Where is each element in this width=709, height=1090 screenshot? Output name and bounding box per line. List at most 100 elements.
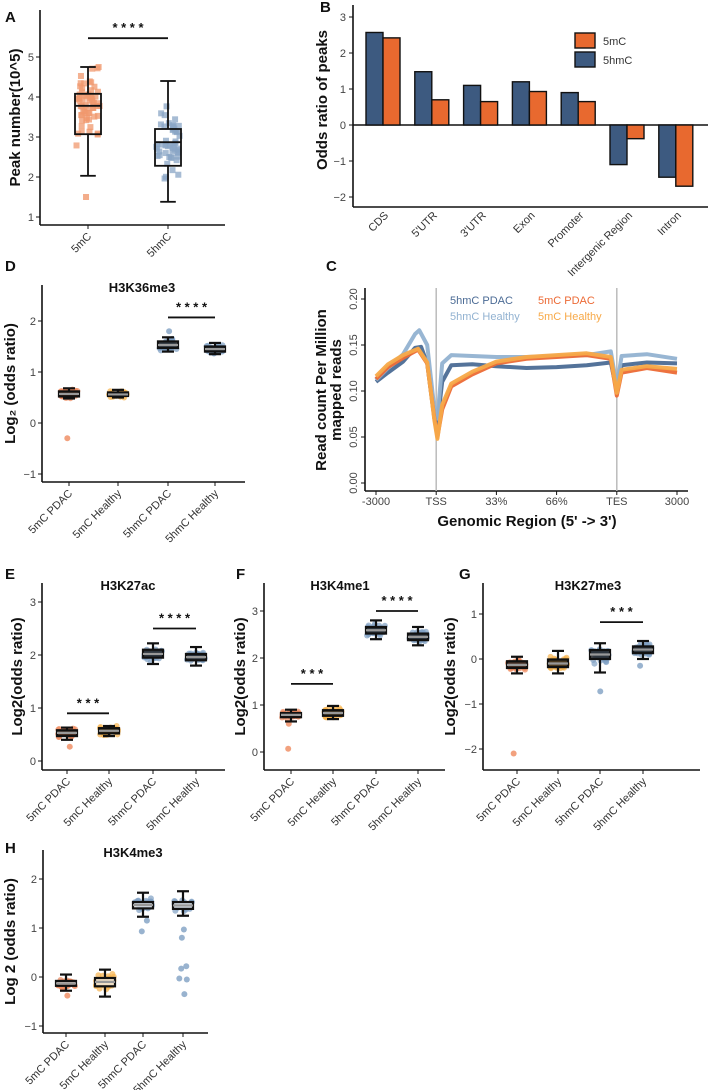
y-tick-label: 2 bbox=[252, 653, 258, 665]
data-point bbox=[85, 110, 92, 117]
data-point bbox=[83, 115, 90, 122]
y-axis-title: Log2(odds ratio) bbox=[232, 617, 249, 735]
significance-stars: * * * bbox=[77, 695, 100, 710]
y-axis-title: Log2(odds ratio) bbox=[9, 617, 26, 735]
y-tick-label: 1 bbox=[31, 923, 37, 935]
y-axis-title: Peak number(10^5) bbox=[7, 49, 24, 187]
y-tick-label: 3 bbox=[30, 597, 36, 609]
data-point bbox=[82, 110, 89, 117]
data-point bbox=[76, 94, 83, 101]
data-point bbox=[89, 65, 96, 72]
x-tick-label: Exon bbox=[511, 210, 537, 236]
bar-5hmC bbox=[560, 91, 579, 126]
data-point bbox=[90, 104, 97, 111]
data-point bbox=[92, 93, 99, 100]
x-tick-label: 5mC PDAC bbox=[26, 488, 75, 537]
data-point bbox=[91, 83, 98, 90]
bar-5hmC bbox=[658, 124, 677, 178]
outlier-point bbox=[178, 965, 185, 972]
panel-label: G bbox=[459, 566, 471, 583]
y-tick-label: 0 bbox=[30, 418, 36, 430]
legend-swatch bbox=[574, 51, 596, 68]
outlier-point bbox=[637, 662, 644, 669]
data-point bbox=[94, 88, 101, 95]
outlier-point bbox=[64, 992, 71, 999]
y-tick-label: 3 bbox=[28, 132, 34, 144]
data-point bbox=[78, 123, 85, 130]
outlier-point bbox=[178, 934, 185, 941]
legend-label: 5hmC bbox=[603, 55, 632, 67]
y-tick-label: 1 bbox=[471, 609, 477, 621]
legend-label: 5mC bbox=[603, 36, 626, 48]
outlier-point bbox=[143, 917, 150, 924]
panel-label: D bbox=[5, 258, 16, 275]
data-point bbox=[81, 92, 88, 99]
x-tick-label: 5'UTR bbox=[410, 210, 440, 240]
data-point bbox=[161, 123, 168, 130]
x-tick-label: 5hmC bbox=[145, 231, 174, 260]
y-tick-label: −1 bbox=[24, 1021, 37, 1033]
data-point bbox=[73, 142, 80, 149]
data-point bbox=[81, 80, 88, 87]
bar-5hmC bbox=[609, 124, 628, 166]
significance-stars: * * * bbox=[301, 666, 324, 681]
panel-label: E bbox=[5, 566, 15, 583]
y-tick-label: 3 bbox=[252, 606, 258, 618]
y-tick-label: −1 bbox=[464, 699, 477, 711]
y-axis-title: Odds ratio of peaks bbox=[314, 30, 331, 170]
data-point bbox=[154, 141, 161, 148]
y-tick-label: 0 bbox=[340, 120, 346, 132]
x-tick-label: Promoter bbox=[546, 209, 587, 250]
data-point bbox=[154, 153, 161, 160]
data-point bbox=[164, 143, 171, 150]
y-tick-label: 2 bbox=[340, 48, 346, 60]
data-point bbox=[78, 111, 85, 118]
y-tick-label: 1 bbox=[252, 700, 258, 712]
y-tick-label: 0 bbox=[252, 747, 258, 759]
panel-title: H3K27me3 bbox=[555, 578, 622, 593]
y-tick-label: 0.00 bbox=[348, 472, 360, 493]
data-point bbox=[175, 147, 182, 154]
y-tick-label: 0.15 bbox=[348, 334, 360, 355]
outlier-point bbox=[180, 926, 187, 933]
box bbox=[74, 92, 102, 136]
y-tick-label: 0.20 bbox=[348, 288, 360, 309]
x-tick-label: 3000 bbox=[665, 496, 689, 508]
legend-label: 5mC PDAC bbox=[538, 295, 595, 307]
y-tick-label: 0 bbox=[31, 972, 37, 984]
outlier-point bbox=[83, 194, 90, 200]
outlier-point bbox=[181, 991, 188, 998]
outlier-point bbox=[64, 435, 71, 442]
data-point bbox=[77, 80, 84, 87]
x-tick-label: -3000 bbox=[362, 496, 390, 508]
y-tick-label: 0.10 bbox=[348, 380, 360, 401]
bar-5mC bbox=[626, 124, 645, 140]
panel-title: H3K27ac bbox=[101, 578, 156, 593]
data-point bbox=[94, 112, 101, 119]
significance-stars: * * * * bbox=[381, 593, 413, 608]
x-tick-label: TES bbox=[606, 496, 627, 508]
data-point bbox=[161, 175, 168, 182]
series-line-5hmC-Healthy bbox=[374, 328, 678, 421]
data-point bbox=[172, 116, 179, 123]
data-point bbox=[86, 128, 93, 135]
data-point bbox=[91, 113, 98, 120]
panel-title: H3K4me1 bbox=[310, 578, 369, 593]
data-point bbox=[176, 132, 183, 139]
data-point bbox=[88, 87, 95, 94]
bar-5mC bbox=[577, 100, 596, 126]
data-point bbox=[79, 85, 86, 92]
y-tick-label: 1 bbox=[340, 84, 346, 96]
data-point bbox=[163, 103, 170, 110]
data-point bbox=[87, 124, 94, 131]
box bbox=[154, 128, 182, 167]
series-line-5mC-Healthy bbox=[374, 346, 678, 441]
data-point bbox=[164, 160, 171, 167]
data-point bbox=[78, 128, 85, 135]
significance-stars: * * * * bbox=[112, 20, 144, 35]
y-tick-label: 2 bbox=[28, 172, 34, 184]
data-point bbox=[88, 79, 95, 86]
data-point bbox=[161, 112, 168, 119]
x-tick-label: TSS bbox=[425, 496, 446, 508]
significance-stars: * * * * bbox=[176, 299, 208, 314]
